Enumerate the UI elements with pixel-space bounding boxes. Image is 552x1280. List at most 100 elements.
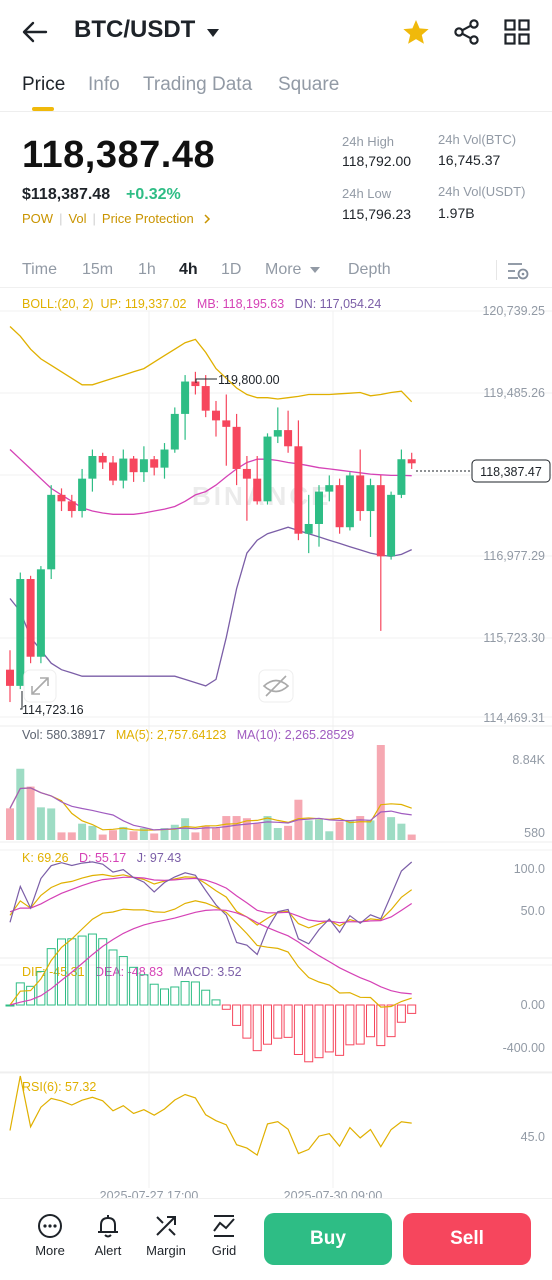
eye-off-icon xyxy=(262,675,290,697)
kdj-k: K: 69.26 xyxy=(22,851,69,865)
candle-body xyxy=(109,462,117,481)
fullscreen-button[interactable] xyxy=(23,669,57,703)
macd-bar xyxy=(386,1004,396,1038)
volume-bar xyxy=(376,745,385,840)
dropdown-caret-icon[interactable] xyxy=(206,28,220,38)
interval-15m[interactable]: 15m xyxy=(82,261,114,278)
tab-active-indicator xyxy=(32,107,54,111)
candle-body xyxy=(16,579,25,686)
time-label: 2025-07-27 17:00 xyxy=(100,1189,199,1198)
macd-dif-line xyxy=(9,900,412,1008)
candle-body xyxy=(304,523,313,534)
macd-bar xyxy=(376,1004,386,1047)
macd-bar xyxy=(26,985,36,1006)
candle-body xyxy=(47,494,56,570)
kline-chart[interactable]: BINANCE 120,739.25 119,485.26 116,977.29… xyxy=(0,288,552,1198)
candle-body xyxy=(78,478,87,512)
rsi-legend: RSI(6): 57.32 xyxy=(22,1080,96,1094)
candle-body xyxy=(139,459,148,473)
volume-bar xyxy=(335,821,344,840)
rsi6-line xyxy=(9,1075,412,1157)
kdj-lines xyxy=(9,861,413,956)
nav-more[interactable]: More xyxy=(22,1213,78,1258)
candle-body xyxy=(201,386,210,411)
tab-square[interactable]: Square xyxy=(278,74,340,95)
tab-info[interactable]: Info xyxy=(88,74,120,95)
interval-depth[interactable]: Depth xyxy=(348,261,391,278)
more-dots-icon xyxy=(38,1214,62,1238)
interval-4h[interactable]: 4h xyxy=(179,261,198,278)
tag-vol[interactable]: Vol xyxy=(68,211,87,226)
pair-title[interactable]: BTC/USDT xyxy=(74,16,196,43)
buy-button[interactable]: Buy xyxy=(264,1213,392,1265)
chart-settings-icon[interactable] xyxy=(506,260,530,282)
candle-body xyxy=(356,475,365,512)
header: BTC/USDT xyxy=(0,0,552,64)
candle-body xyxy=(98,455,107,463)
volume-bar xyxy=(36,807,45,840)
sell-button[interactable]: Sell xyxy=(403,1213,531,1265)
volume-bar xyxy=(150,833,159,840)
vol-usdt-label: 24h Vol(USDT) xyxy=(438,184,526,199)
volume-bar xyxy=(222,816,231,840)
interval-more[interactable]: More xyxy=(265,261,302,278)
boll-dn: DN: 117,054.24 xyxy=(294,297,382,311)
macd-axis-bottom: -400.00 xyxy=(503,1041,545,1055)
macd-bar xyxy=(87,933,97,1006)
macd-bar xyxy=(98,938,108,1006)
interval-1d[interactable]: 1D xyxy=(221,261,242,278)
boll-legend: BOLL:(20, 2) UP: 119,337.02 MB: 118,195.… xyxy=(22,297,381,311)
nav-alert[interactable]: Alert xyxy=(80,1213,136,1258)
vol-ma5: MA(5): 2,757.64123 xyxy=(115,728,227,742)
vol-ma10: MA(10): 2,265.28529 xyxy=(236,728,355,742)
expand-icon xyxy=(31,677,49,695)
kdj-axis-mid: 50.0 xyxy=(521,904,545,918)
macd-bar xyxy=(15,982,25,1006)
macd-bar xyxy=(366,1004,375,1038)
macd-bar xyxy=(355,1004,365,1045)
kdj-legend: K: 69.26 D: 55.17 J: 97.43 xyxy=(22,851,181,865)
tab-price[interactable]: Price xyxy=(22,74,66,95)
candle-body xyxy=(222,420,231,427)
macd-legend: DIF: -45.31 DEA: -48.83 MACD: 3.52 xyxy=(22,965,242,979)
interval-1h[interactable]: 1h xyxy=(138,261,156,278)
volume-bar xyxy=(212,828,220,840)
tag-pow[interactable]: POW xyxy=(22,211,54,226)
candle-body xyxy=(315,491,323,524)
grid-chart-icon xyxy=(213,1215,235,1237)
candle-body xyxy=(88,455,97,479)
nav-margin[interactable]: Margin xyxy=(138,1213,194,1258)
macd-bar xyxy=(304,1004,314,1063)
candle-body xyxy=(242,468,251,479)
volume-bars xyxy=(6,745,416,840)
tab-trading-data[interactable]: Trading Data xyxy=(143,74,253,95)
vol-usdt-value: 1.97B xyxy=(438,205,475,221)
macd-value: MACD: 3.52 xyxy=(173,965,242,979)
interval-time[interactable]: Time xyxy=(22,261,57,278)
macd-bar xyxy=(324,1004,334,1053)
hide-indicators-button[interactable] xyxy=(258,669,294,703)
nav-more-label: More xyxy=(35,1243,65,1258)
volume-bar xyxy=(356,816,365,840)
nav-grid[interactable]: Grid xyxy=(196,1213,252,1258)
macd-bar xyxy=(160,988,169,1006)
macd-bar xyxy=(221,1004,231,1010)
macd-bar xyxy=(232,1004,242,1026)
high-marker-label: 119,800.00 xyxy=(218,373,280,387)
macd-bar xyxy=(263,1004,272,1045)
share-icon[interactable] xyxy=(454,19,480,45)
axis-label: 116,977.29 xyxy=(483,549,545,563)
tag-price-protection[interactable]: Price Protection xyxy=(101,211,194,226)
axis-label: 119,485.26 xyxy=(483,386,545,400)
volume-bar xyxy=(16,768,25,840)
macd-dea: DEA: -48.83 xyxy=(94,965,164,979)
candle-body xyxy=(160,449,169,468)
back-arrow-icon[interactable] xyxy=(22,20,48,44)
grid-menu-icon[interactable] xyxy=(504,19,530,45)
bell-icon xyxy=(98,1215,118,1238)
macd-bar xyxy=(139,974,149,1006)
candle-body xyxy=(253,478,262,502)
candle-body xyxy=(387,494,396,557)
star-icon[interactable] xyxy=(402,19,430,45)
boll-dn-line xyxy=(9,526,412,687)
